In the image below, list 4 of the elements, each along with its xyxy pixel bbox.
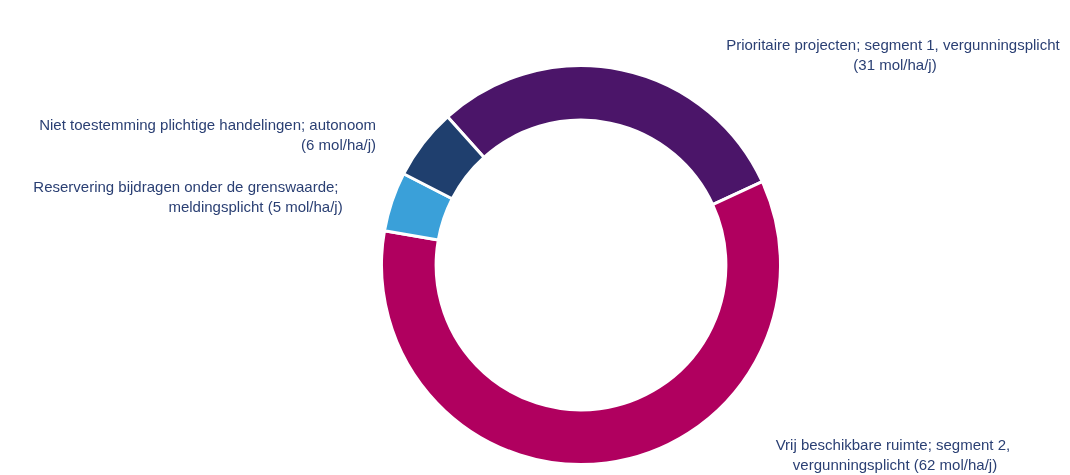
slice-label: Vrij beschikbare ruimte; segment 2, vergunningsplicht (62 mol/ha/j)	[775, 435, 1015, 473]
slice-label: Reservering bijdragen onder de grenswaarde; meldingsplicht (5 mol/ha/j)	[33, 178, 343, 216]
slice-label: Niet toestemming plichtige handelingen; autonoom (6 mol/ha/j)	[39, 115, 377, 153]
slice-label: Prioritaire projecten; segment 1, vergunningsplicht (31 mol/ha/j)	[726, 36, 1064, 74]
